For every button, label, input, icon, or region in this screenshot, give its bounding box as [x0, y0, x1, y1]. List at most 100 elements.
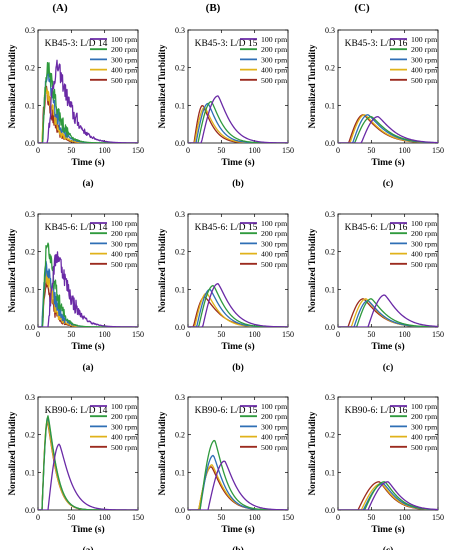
- y-tick-label: 0.1: [175, 285, 185, 294]
- series-line-100-rpm: [338, 481, 438, 510]
- y-tick-label: 0.3: [325, 393, 335, 402]
- x-axis-label: Time (s): [371, 524, 404, 535]
- series-group: [188, 283, 288, 327]
- x-tick-label: 150: [282, 330, 294, 339]
- x-tick-label: 50: [217, 330, 225, 339]
- x-tick-label: 0: [186, 330, 190, 339]
- y-tick-label: 0.3: [25, 210, 35, 219]
- panel-title: KB90-6: L/D 16: [345, 406, 408, 416]
- legend-label: 200 rpm: [111, 229, 137, 238]
- legend-label: 400 rpm: [111, 66, 137, 75]
- series-line-500-rpm: [338, 114, 438, 143]
- legend-label: 400 rpm: [411, 433, 437, 442]
- x-tick-label: 50: [67, 513, 75, 522]
- x-tick-label: 0: [36, 513, 40, 522]
- y-tick-label: 0.0: [175, 139, 185, 148]
- panel-title: KB45-6: L/D 15: [195, 223, 258, 233]
- x-tick-label: 50: [217, 513, 225, 522]
- legend-label: 100 rpm: [111, 219, 137, 228]
- series-line-100-rpm: [338, 115, 438, 143]
- panel-title: KB45-6: L/D 16: [345, 223, 408, 233]
- series-line-200-rpm: [338, 298, 438, 327]
- legend-label: 400 rpm: [411, 66, 437, 75]
- legend-label: 300 rpm: [411, 422, 437, 431]
- legend-label: 500 rpm: [411, 260, 437, 269]
- y-tick-label: 0.1: [175, 101, 185, 110]
- series-line-100-rpm: [188, 283, 288, 327]
- chart-panel: 0.0 0.1 0.2 0.3 0 50 100 150 Time (s) Normalized …: [157, 393, 294, 555]
- legend-label: 200 rpm: [261, 229, 287, 238]
- legend-label: 400 rpm: [111, 250, 137, 259]
- series-group: [188, 95, 288, 143]
- series-line-300-rpm: [338, 482, 438, 510]
- legend-label: 400 rpm: [261, 66, 287, 75]
- chart-panel: 0.0 0.1 0.2 0.3 0 50 100 150 Time (s) Normalized …: [307, 26, 444, 189]
- x-tick-label: 0: [336, 513, 340, 522]
- series-group: [38, 59, 138, 143]
- x-tick-label: 150: [132, 330, 144, 339]
- column-header: (A): [52, 2, 68, 14]
- chart-panel: 0.0 0.1 0.2 0.3 0 50 100 150 Time (s) Normalized …: [307, 393, 444, 555]
- legend-label: 500 rpm: [261, 260, 287, 269]
- column-header: (B): [206, 2, 221, 14]
- chart-panel: 0.0 0.1 0.2 0.3 0 50 100 150 Time (s) Normalized …: [157, 210, 294, 373]
- plot-frame: [337, 213, 439, 328]
- series-line-200-rpm: [38, 242, 138, 327]
- series-line-100-rpm: [38, 59, 138, 143]
- plot-frame: [187, 29, 289, 144]
- series-line-100-rpm: [188, 95, 288, 143]
- y-tick-label: 0.0: [25, 506, 35, 515]
- x-axis-label: Time (s): [71, 157, 104, 168]
- legend-label: 200 rpm: [411, 229, 437, 238]
- x-axis-label: Time (s): [371, 157, 404, 168]
- legend-label: 300 rpm: [261, 422, 287, 431]
- chart-panel: 0.0 0.1 0.2 0.3 0 50 100 150 Time (s) Normalized …: [157, 26, 294, 189]
- x-tick-label: 0: [336, 330, 340, 339]
- legend-label: 500 rpm: [111, 76, 137, 85]
- series-line-100-rpm: [188, 460, 288, 510]
- series-line-100-rpm: [38, 443, 138, 510]
- y-tick-label: 0.2: [325, 64, 335, 73]
- panel-title: KB45-3: L/D 14: [45, 39, 108, 49]
- legend-label: 500 rpm: [261, 76, 287, 85]
- legend-label: 100 rpm: [261, 35, 287, 44]
- y-axis-label: Normalized Turbidity: [307, 44, 317, 128]
- legend-label: 300 rpm: [261, 239, 287, 248]
- legend-label: 300 rpm: [111, 55, 137, 64]
- legend-label: 500 rpm: [111, 443, 137, 452]
- y-tick-label: 0.2: [175, 431, 185, 440]
- y-tick-label: 0.2: [175, 248, 185, 257]
- series-group: [38, 242, 138, 327]
- legend-label: 100 rpm: [261, 402, 287, 411]
- series-group: [188, 439, 288, 510]
- series-line-400-rpm: [338, 482, 438, 510]
- x-tick-label: 0: [36, 330, 40, 339]
- x-tick-label: 50: [367, 513, 375, 522]
- y-axis-label: Normalized Turbidity: [307, 411, 317, 495]
- legend-label: 400 rpm: [411, 250, 437, 259]
- panel-sublabel: (a): [82, 545, 93, 550]
- y-tick-label: 0.3: [175, 393, 185, 402]
- y-tick-label: 0.1: [25, 285, 35, 294]
- y-axis-label: Normalized Turbidity: [157, 228, 167, 312]
- x-tick-label: 150: [282, 146, 294, 155]
- x-tick-label: 150: [282, 513, 294, 522]
- y-tick-label: 0.1: [325, 285, 335, 294]
- panel-sublabel: (b): [232, 362, 244, 373]
- y-tick-label: 0.2: [175, 64, 185, 73]
- series-line-100-rpm: [38, 251, 138, 327]
- x-axis-label: Time (s): [221, 524, 254, 535]
- panel-sublabel: (b): [232, 178, 244, 189]
- legend-label: 200 rpm: [261, 412, 287, 421]
- x-tick-label: 100: [99, 146, 111, 155]
- x-tick-label: 100: [249, 146, 261, 155]
- panel-title: KB45-3: L/D 16: [345, 39, 408, 49]
- y-tick-label: 0.2: [25, 431, 35, 440]
- legend-label: 100 rpm: [261, 219, 287, 228]
- chart-panel: 0.0 0.1 0.2 0.3 0 50 100 150 Time (s) Normalized …: [307, 210, 444, 373]
- plot-frame: [187, 396, 289, 511]
- x-tick-label: 0: [186, 146, 190, 155]
- legend-label: 500 rpm: [261, 443, 287, 452]
- x-tick-label: 0: [186, 513, 190, 522]
